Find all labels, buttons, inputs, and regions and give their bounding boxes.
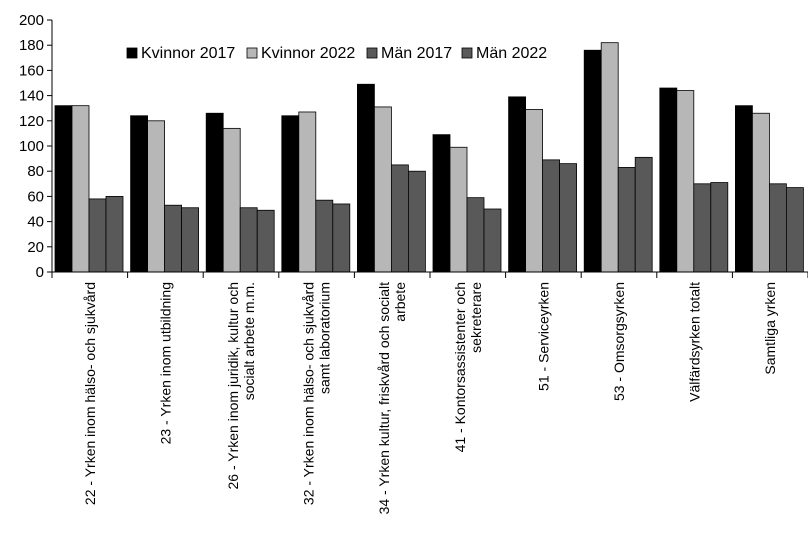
- x-category-label-line: 53 - Omsorgsyrken: [611, 282, 627, 401]
- bar-3-1: [88, 198, 107, 273]
- x-category-label: 34 - Yrken kultur, friskvård och socialt…: [376, 282, 408, 515]
- bar-4-5: [407, 170, 426, 273]
- y-tick-label: 160: [19, 62, 44, 79]
- y-tick-label: 100: [19, 138, 44, 155]
- bar-4-9: [710, 182, 729, 273]
- y-axis-ticks: 0 20 40 60 80 100 120 140 160 180 200: [19, 12, 52, 281]
- y-tick-label: 120: [19, 113, 44, 130]
- x-category-label-line: 51 - Serviceyrken: [535, 282, 551, 391]
- x-category-label-line: 32 - Yrken inom hälso- och sjukvård: [301, 282, 317, 505]
- y-tick-label: 140: [19, 88, 44, 105]
- y-tick-label: 0: [36, 264, 44, 281]
- bar-2-1: [71, 105, 90, 273]
- x-category-label-line: Samtliga yrken: [762, 282, 778, 375]
- bar-4-7: [559, 163, 577, 273]
- x-category-label: 53 - Omsorgsyrken: [611, 282, 627, 401]
- x-category-label-line: arbete: [392, 282, 408, 322]
- x-category-label-line: 23 - Yrken inom utbildning: [157, 282, 173, 444]
- bar-4-10: [786, 187, 804, 273]
- bar-3-8: [617, 167, 636, 273]
- bar-2-6: [449, 146, 468, 273]
- bar-4-4: [332, 203, 351, 273]
- legend-label: Män 2017: [381, 45, 452, 62]
- bar-1-5: [356, 83, 375, 273]
- legend-swatch: [461, 47, 473, 59]
- bar-4-1: [105, 195, 124, 273]
- x-category-label: 23 - Yrken inom utbildning: [157, 282, 173, 444]
- legend-swatch: [366, 47, 378, 59]
- bar-1-7: [508, 96, 527, 273]
- bar-2-10: [752, 112, 770, 273]
- x-category-label: 26 - Yrken inom juridik, kultur och socia…: [225, 282, 257, 490]
- bar-4-2: [181, 207, 200, 273]
- x-category-label: 32 - Yrken inom hälso- och sjukvård samt …: [301, 282, 333, 505]
- x-category-label: Samtliga yrken: [762, 282, 778, 375]
- legend: Kvinnor 2017 Kvinnor 2022 Män 2017 Män 2022: [126, 45, 547, 62]
- x-category-label-line: 34 - Yrken kultur, friskvård och socialt: [376, 282, 392, 515]
- bar-1-4: [281, 115, 300, 273]
- bar-4-8: [634, 156, 653, 273]
- y-tick-label: 40: [27, 214, 44, 231]
- legend-label: Kvinnor 2017: [141, 45, 235, 62]
- x-category-label-line: sekreterare: [468, 282, 484, 353]
- bar-3-2: [164, 204, 183, 273]
- x-category-label-line: socialt arbete m.m.: [241, 282, 257, 400]
- bar-1-1: [54, 105, 73, 273]
- bar-2-8: [600, 42, 619, 273]
- x-category-label-line: Välfärdsyrken totalt: [687, 282, 703, 402]
- x-category-label-line: 26 - Yrken inom juridik, kultur och: [225, 282, 241, 490]
- y-tick-label: 200: [19, 12, 44, 29]
- bar-2-7: [525, 109, 543, 273]
- bar-2-5: [373, 106, 392, 273]
- bar-1-9: [659, 87, 678, 273]
- y-tick-label: 180: [19, 37, 44, 54]
- x-category-label-line: 41 - Kontorsassistenter och: [452, 282, 468, 452]
- bar-2-3: [222, 127, 241, 273]
- y-tick-label: 20: [27, 239, 44, 256]
- x-axis-labels: 22 - Yrken inom hälso- och sjukvård 23 - …: [82, 282, 778, 515]
- bar-3-3: [239, 207, 258, 273]
- bar-2-9: [676, 90, 695, 273]
- bar-1-3: [205, 112, 224, 273]
- bar-3-10: [769, 183, 787, 273]
- bar-2-4: [298, 111, 317, 273]
- bar-1-10: [735, 105, 753, 273]
- legend-swatch: [126, 47, 138, 59]
- bar-1-8: [583, 49, 602, 273]
- bar-2-2: [147, 120, 166, 273]
- x-category-label-line: 22 - Yrken inom hälso- och sjukvård: [82, 282, 98, 505]
- bar-4-3: [256, 209, 275, 273]
- x-category-label: 41 - Kontorsassistenter och sekreterare: [452, 282, 484, 453]
- legend-label: Kvinnor 2022: [261, 45, 355, 62]
- bar-3-4: [315, 199, 334, 273]
- bar-3-5: [390, 164, 409, 273]
- legend-swatch: [246, 47, 258, 59]
- bar-3-6: [466, 197, 485, 273]
- bars-group: [54, 42, 804, 273]
- bar-1-6: [432, 134, 451, 273]
- legend-label: Män 2022: [476, 45, 547, 62]
- y-tick-label: 80: [27, 163, 44, 180]
- y-tick-label: 60: [27, 188, 44, 205]
- bar-3-7: [542, 159, 560, 273]
- bar-4-6: [483, 208, 502, 273]
- bar-1-2: [130, 115, 149, 273]
- x-category-label-line: samt laboratorium: [317, 282, 333, 394]
- x-category-label: Välfärdsyrken totalt: [687, 282, 703, 402]
- x-category-label: 51 - Serviceyrken: [535, 282, 551, 391]
- x-category-label: 22 - Yrken inom hälso- och sjukvård: [82, 282, 98, 505]
- bar-3-9: [693, 183, 712, 273]
